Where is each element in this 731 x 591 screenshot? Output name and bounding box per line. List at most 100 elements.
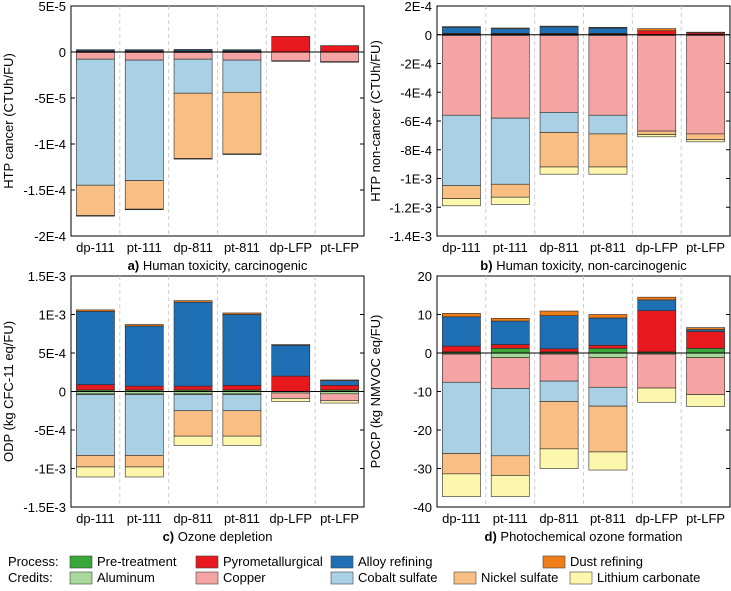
panel-caption-text: Human toxicity, carcinogenic <box>139 258 308 273</box>
bar-segment-dust <box>442 26 481 28</box>
bar-segment-pyro <box>173 385 213 391</box>
bar-segment-li <box>442 473 481 497</box>
bar-segment-pyro <box>76 384 115 391</box>
bar-segment-pretreat <box>588 348 628 354</box>
legend-label-li: Lithium carbonate <box>597 570 700 585</box>
panel-caption-letter: b) <box>480 258 492 273</box>
bar-segment-co <box>490 388 530 457</box>
x-tick-label: dp-LFP <box>635 240 678 255</box>
x-tick-label: pt-811 <box>590 511 626 526</box>
x-tick-label: dp-811 <box>539 511 579 526</box>
bar-segment-li <box>222 435 262 446</box>
bar-segment-dust <box>637 296 677 301</box>
bar-segment-li <box>588 166 628 175</box>
legend-label-alu: Aluminum <box>97 570 155 585</box>
y-tick-label: 0 <box>425 346 432 361</box>
panel-caption-text: Photochemical ozone formation <box>497 529 683 544</box>
legend-swatch-ni <box>453 571 477 585</box>
bar-segment-ni <box>686 133 725 140</box>
bar-segment-ni <box>490 455 530 476</box>
legend-label-pyro: Pyrometallurgical <box>223 554 323 569</box>
bar-segment-co <box>442 381 481 454</box>
panel-caption: b) Human toxicity, non-carcinogenic <box>480 258 687 273</box>
legend-swatch-li <box>569 571 593 585</box>
bar-segment-li <box>320 61 359 63</box>
y-tick-label: 5E-4 <box>39 346 66 361</box>
bar-segment-pyro <box>442 345 481 353</box>
y-tick-label: 2E-4 <box>405 0 432 14</box>
bar-segment-pyro <box>686 331 725 349</box>
y-tick-label: 1E-3 <box>39 308 66 323</box>
bar-segment-li <box>320 400 359 404</box>
bar-segment-pyro <box>490 344 530 349</box>
panel-a: 5E-5 0 -5E-5 -1E-4 -1.5E-4 -2E-4 HTP cancer (C… <box>1 0 365 273</box>
bar-segment-co <box>124 394 164 456</box>
y-tick-label: 10 <box>418 308 432 323</box>
bar-segment-alloy <box>76 311 115 385</box>
bar-segment-dust <box>588 26 628 29</box>
bar-segment-ni <box>173 92 213 159</box>
x-tick-label: dp-LFP <box>635 511 678 526</box>
bar-segment-alu <box>588 352 628 358</box>
bar-segment-alloy <box>222 314 262 386</box>
x-tick-label: pt-111 <box>127 511 162 526</box>
y-tick-label: -2E-4 <box>400 57 432 72</box>
bar-segment-dust <box>76 49 115 51</box>
y-tick-label: -20 <box>413 423 432 438</box>
y-tick-label: -1.4E-3 <box>389 229 432 244</box>
legend-label-pretreat: Pre-treatment <box>97 554 177 569</box>
x-tick-label: pt-111 <box>493 511 528 526</box>
bar-segment-alu <box>490 352 530 358</box>
bar-segment-pretreat <box>686 348 725 354</box>
bar-segment-cu <box>271 392 311 399</box>
panel-caption: a) Human toxicity, carcinogenic <box>128 258 308 273</box>
x-tick-label: pt-811 <box>224 240 260 255</box>
bar-segment-dust <box>490 27 530 30</box>
bar-segment-li <box>76 466 115 478</box>
bar-segment-co <box>222 394 262 412</box>
bar-segment-pyro <box>588 344 628 349</box>
bar-segment-dust <box>539 310 579 316</box>
bar-segment-dust <box>320 379 359 382</box>
bar-segment-alloy <box>124 325 164 387</box>
bar-segment-co <box>173 394 213 412</box>
bar-segment-pyro <box>222 385 262 391</box>
bar-segment-li <box>637 134 677 138</box>
bar-segment-co <box>539 112 579 133</box>
bar-segment-ni <box>222 410 262 437</box>
y-axis-title: POCP (kg NMVOC eq/FU) <box>368 315 383 469</box>
panel-caption-text: Human toxicity, non-carcinogenic <box>493 258 688 273</box>
x-tick-label: pt-811 <box>224 511 260 526</box>
bar-segment-cu <box>222 52 262 61</box>
panel-d: 20 10 0 -10 -20 -30 -40 POCP (kg NMVOC eq/FU) dp… <box>368 269 731 544</box>
bar-segment-li <box>124 466 164 478</box>
y-tick-label: -40 <box>413 500 432 515</box>
bar-segment-ni <box>76 455 115 468</box>
bar-segment-dust <box>124 49 164 51</box>
bar-segment-dust <box>637 28 677 32</box>
bar-segment-dust <box>222 312 262 315</box>
legend-label-dust: Dust refining <box>570 554 643 569</box>
legend-swatch-cu <box>195 571 219 585</box>
bar-segment-ni <box>442 185 481 199</box>
x-tick-label: pt-LFP <box>686 511 725 526</box>
x-tick-label: dp-LFP <box>269 511 312 526</box>
y-axis-title: HTP non-cancer (CTUh/FU) <box>368 40 383 202</box>
bar-segment-alloy <box>173 301 213 387</box>
bar-segment-co <box>124 59 164 181</box>
y-tick-label: 20 <box>418 269 432 284</box>
y-tick-label: -4E-4 <box>400 85 432 100</box>
bar-segment-co <box>588 386 628 407</box>
y-tick-label: 0 <box>59 45 66 60</box>
y-tick-label: 5E-5 <box>39 0 66 14</box>
y-tick-label: -1E-4 <box>34 137 66 152</box>
legend-swatch-alloy <box>330 555 354 569</box>
legend-label-cu: Copper <box>223 570 266 585</box>
panel-caption-letter: a) <box>128 258 140 273</box>
bar-segment-alloy <box>539 26 579 34</box>
bar-segment-cu <box>637 35 677 132</box>
bar-segment-ni <box>539 401 579 450</box>
bar-segment-cu <box>490 357 530 389</box>
bar-segment-li <box>124 208 164 211</box>
